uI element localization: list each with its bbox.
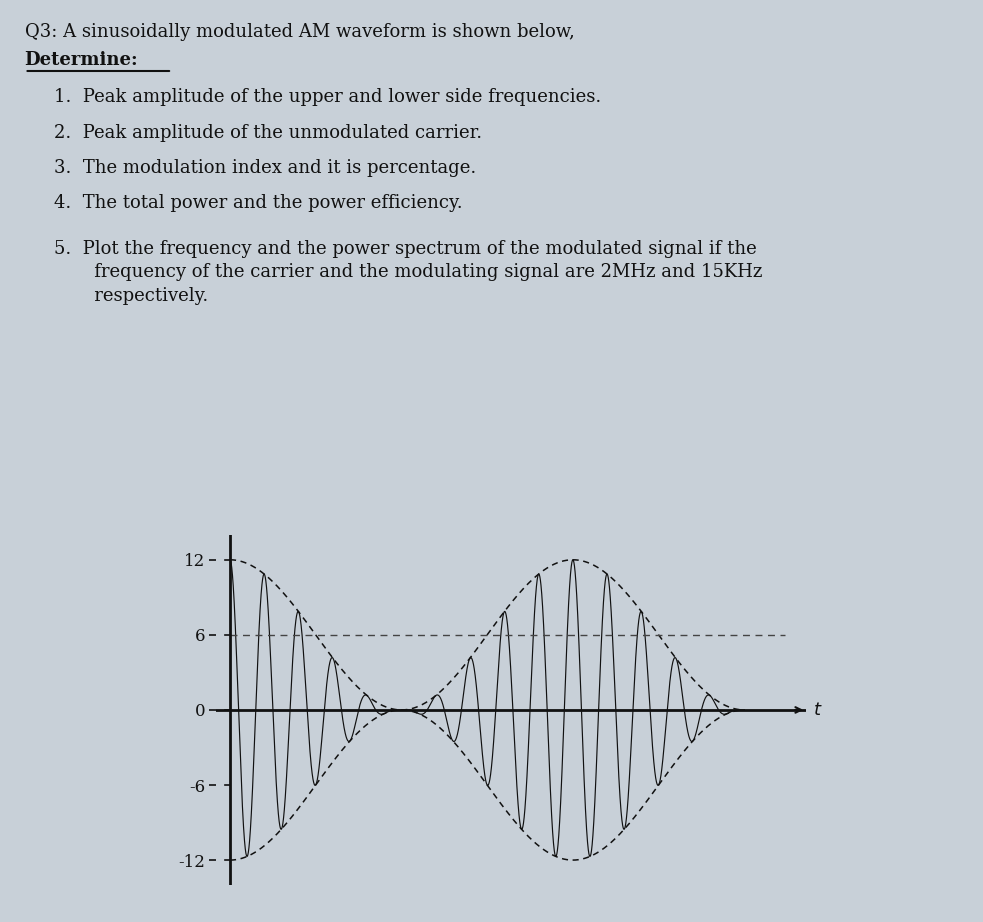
Text: Determine:: Determine: <box>25 51 139 69</box>
Text: 1.  Peak amplitude of the upper and lower side frequencies.: 1. Peak amplitude of the upper and lower… <box>54 88 602 106</box>
Text: 2.  Peak amplitude of the unmodulated carrier.: 2. Peak amplitude of the unmodulated car… <box>54 124 483 142</box>
Text: Q3: A sinusoidally modulated AM waveform is shown below,: Q3: A sinusoidally modulated AM waveform… <box>25 23 574 41</box>
Text: $t$: $t$ <box>813 701 823 719</box>
Text: 5.  Plot the frequency and the power spectrum of the modulated signal if the
   : 5. Plot the frequency and the power spec… <box>54 240 763 305</box>
Text: 3.  The modulation index and it is percentage.: 3. The modulation index and it is percen… <box>54 159 477 177</box>
Text: 4.  The total power and the power efficiency.: 4. The total power and the power efficie… <box>54 194 463 212</box>
